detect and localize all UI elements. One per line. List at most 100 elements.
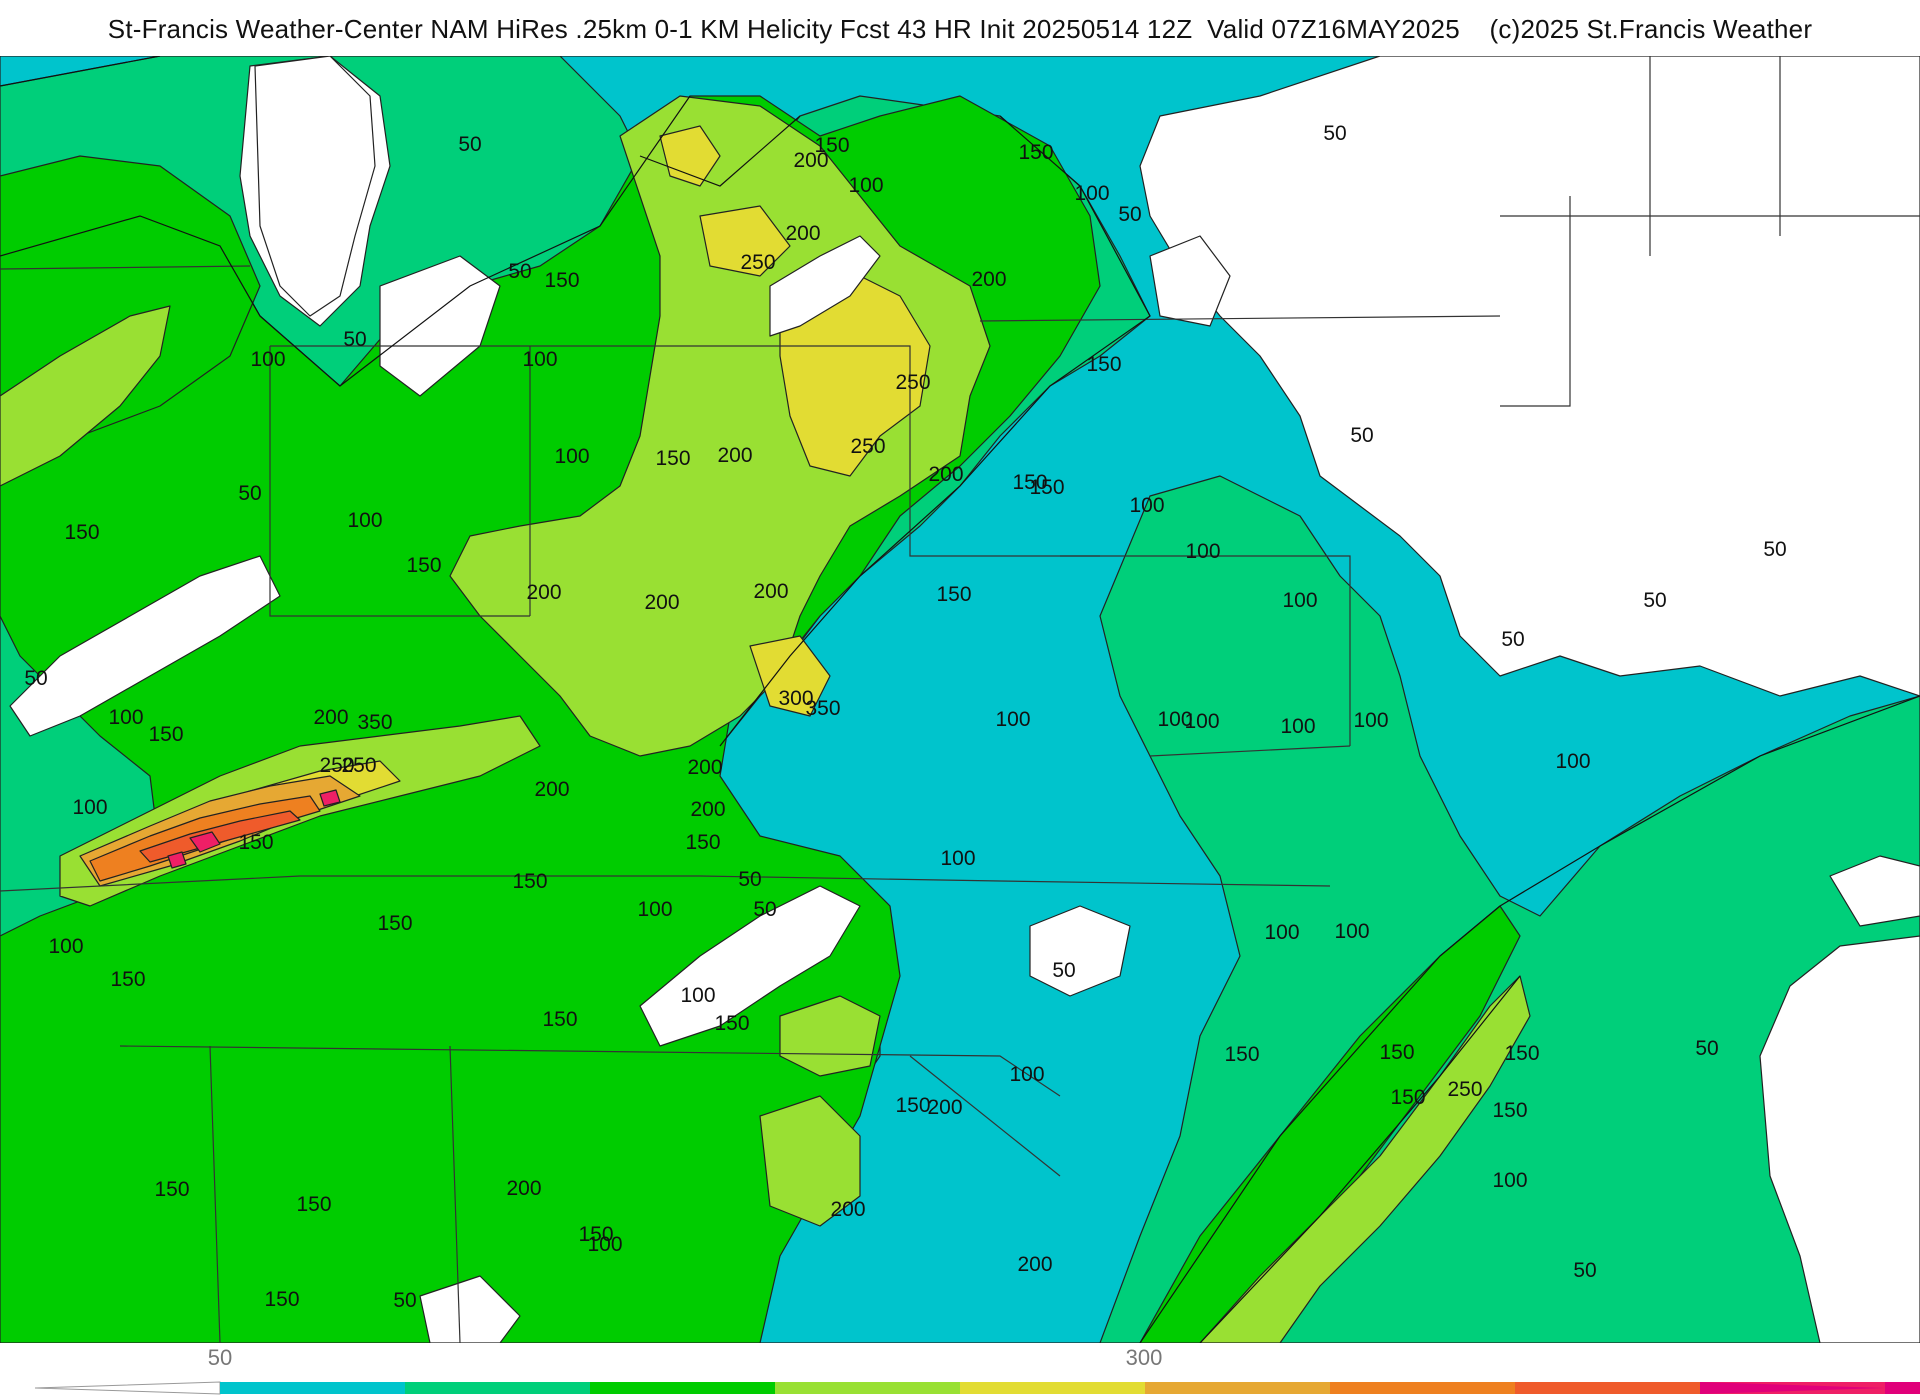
contour-label: 150 — [1029, 476, 1064, 499]
contour-label: 200 — [313, 706, 348, 729]
fill-250-ne-top — [659, 125, 721, 187]
contour-label: 150 — [1018, 141, 1053, 164]
state-borders — [0, 56, 1920, 1343]
contour-labels: 50 50 50 50 50 50 50 50 50 50 50 50 50 50 50 50 50 100 100… — [24, 122, 1786, 1312]
contour-label: 50 — [1695, 1037, 1718, 1060]
contour-label: 100 — [848, 174, 883, 197]
contour-label: 100 — [1184, 710, 1219, 733]
contour-line — [639, 115, 801, 187]
colorbar-cell — [220, 1382, 405, 1394]
contour-label: 250 — [319, 754, 354, 777]
contour-label: 150 — [542, 1008, 577, 1031]
contour-label: 200 — [534, 778, 569, 801]
contour-label: 50 — [1052, 959, 1075, 982]
contour-label: 300 — [778, 687, 813, 710]
contour-label: 200 — [785, 222, 820, 245]
contour-label: 100 — [72, 796, 107, 819]
contour-label: 200 — [830, 1198, 865, 1221]
contour-label: 100 — [1074, 182, 1109, 205]
colorbar-cell — [1885, 1382, 1920, 1394]
contour-label: 100 — [1185, 540, 1220, 563]
border-line — [530, 345, 1100, 557]
colorbar-tick-label-300: 300 — [1125, 1345, 1163, 1370]
contour-label: 100 — [250, 348, 285, 371]
contour-label: 150 — [154, 1178, 189, 1201]
fill-450-core3 — [167, 851, 187, 869]
contour-label: 150 — [1504, 1042, 1539, 1065]
fill-250-center — [749, 635, 831, 717]
contour-label: 50 — [1763, 538, 1786, 561]
border-line — [0, 875, 1331, 892]
contour-label: 200 — [1017, 1253, 1052, 1276]
fill-250-north — [779, 265, 931, 477]
colorbar-cell — [1330, 1382, 1515, 1394]
map-title: St-Francis Weather-Center NAM HiRes .25k… — [107, 14, 1813, 44]
colorbar-right-arrow — [1700, 1382, 1885, 1394]
border-line — [449, 1045, 461, 1343]
contour-label: 350 — [357, 711, 392, 734]
contour-label: 50 — [508, 260, 531, 283]
contour-label: 200 — [644, 591, 679, 614]
colorbar-cell — [590, 1382, 775, 1394]
contour-label: 350 — [805, 697, 840, 720]
contour-label: 150 — [264, 1288, 299, 1311]
contour-label: 250 — [341, 754, 376, 777]
colorbar-left-arrow — [34, 1381, 221, 1395]
border-line — [979, 315, 1501, 322]
contour-label: 150 — [110, 968, 145, 991]
contour-label: 200 — [971, 268, 1006, 291]
colorbar-cell — [1515, 1382, 1700, 1394]
fill-400-swirl — [139, 810, 301, 863]
fill-250-ne2 — [699, 205, 791, 277]
fill-200-south — [759, 1095, 861, 1227]
fill-450-core1 — [189, 831, 221, 853]
contour-label: 100 — [1555, 750, 1590, 773]
fill-450-core2 — [319, 789, 341, 807]
contour-label: 100 — [1334, 920, 1369, 943]
fill-lt50-nc — [1029, 905, 1131, 997]
contour-label: 100 — [347, 509, 382, 532]
contour-label: 200 — [793, 149, 828, 172]
contour-label: 50 — [458, 133, 481, 156]
contour-label: 50 — [343, 328, 366, 351]
contour-label: 150 — [1379, 1041, 1414, 1064]
contour-label: 150 — [814, 134, 849, 157]
contour-label: 50 — [738, 868, 761, 891]
contour-label: 150 — [238, 831, 273, 854]
contour-label: 200 — [690, 798, 725, 821]
border-line — [1500, 196, 1571, 407]
border-line — [209, 1045, 221, 1343]
border-line — [1149, 745, 1351, 757]
contour-label: 150 — [1012, 471, 1047, 494]
contour-label: 150 — [512, 870, 547, 893]
contour-label: 150 — [296, 1193, 331, 1216]
contour-label: 50 — [238, 482, 261, 505]
border-line — [269, 346, 530, 617]
contour-label: 100 — [1009, 1063, 1044, 1086]
contour-label: 200 — [927, 1096, 962, 1119]
contour-label: 150 — [544, 269, 579, 292]
contour-line — [0, 56, 161, 87]
contour-label: 150 — [406, 554, 441, 577]
contour-label: 150 — [578, 1223, 613, 1246]
fill-200-west-belt — [0, 305, 171, 487]
contour-label: 100 — [995, 708, 1030, 731]
lake-michigan — [254, 56, 376, 317]
contour-label: 50 — [1118, 203, 1141, 226]
fill-lt50-west — [9, 555, 281, 737]
contour-line — [1499, 695, 1920, 907]
colorbar-cells — [220, 1382, 1920, 1394]
contour-label: 50 — [393, 1289, 416, 1312]
contour-line — [1139, 905, 1501, 1343]
contour-label: 200 — [506, 1177, 541, 1200]
contour-label: 150 — [1390, 1086, 1425, 1109]
contour-label: 100 — [522, 348, 557, 371]
fill-lt50-ocean-island — [1829, 855, 1920, 927]
border-line — [909, 1055, 1061, 1177]
contour-label: 100 — [1264, 921, 1299, 944]
fill-lt50-va — [639, 885, 861, 1047]
fill-lt50-ne-bay — [1149, 235, 1231, 327]
contour-label: 150 — [655, 447, 690, 470]
contour-label: 250 — [850, 435, 885, 458]
colorbar-cell — [405, 1382, 590, 1394]
